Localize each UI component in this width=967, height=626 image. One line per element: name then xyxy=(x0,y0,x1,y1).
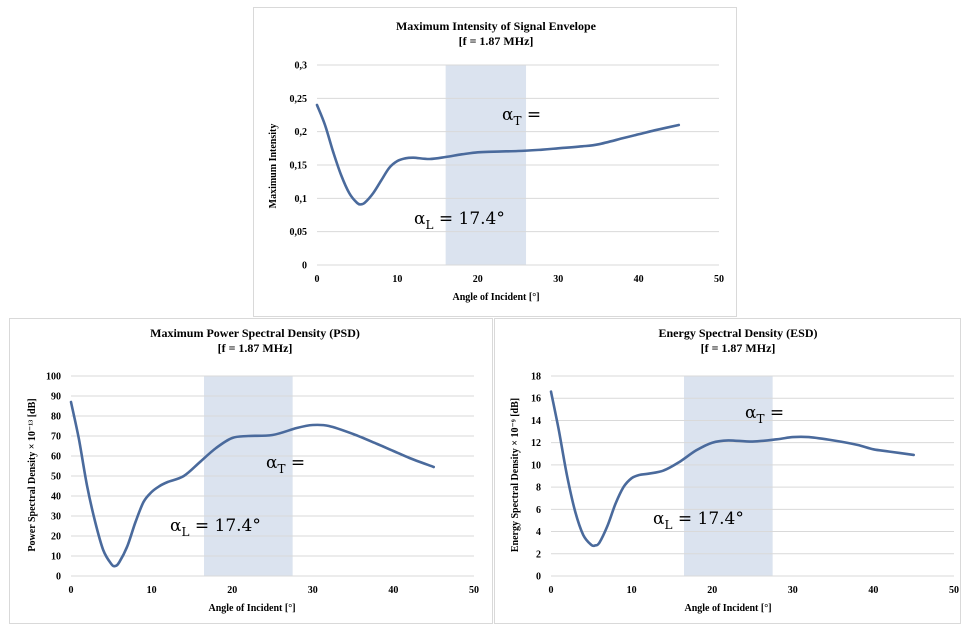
x-tick-label: 50 xyxy=(469,585,479,596)
y-tick-label: 0 xyxy=(56,572,61,583)
x-tick-label: 10 xyxy=(627,585,637,596)
y-tick-label: 6 xyxy=(536,505,541,516)
y-tick-label: 0,25 xyxy=(290,94,308,105)
psd-chart: Maximum Power Spectral Density (PSD) [f … xyxy=(27,326,479,614)
x-tick-label: 20 xyxy=(473,274,483,285)
y-tick-label: 90 xyxy=(51,392,61,403)
y-tick-label: 70 xyxy=(51,432,61,443)
y-tick-label: 10 xyxy=(531,460,541,471)
y-tick-label: 0 xyxy=(536,572,541,583)
psd-chart-panel: Maximum Power Spectral Density (PSD) [f … xyxy=(9,318,493,624)
y-tick-label: 80 xyxy=(51,412,61,423)
series-line xyxy=(549,390,915,548)
y-tick-label: 100 xyxy=(46,372,61,383)
y-tick-label: 0,1 xyxy=(295,194,308,205)
chart-title: Maximum Intensity of Signal Envelope xyxy=(396,19,597,33)
alpha-t-annotation: αT = xyxy=(502,105,541,128)
x-tick-label: 0 xyxy=(69,585,74,596)
x-tick-label: 20 xyxy=(227,585,237,596)
y-tick-label: 0,3 xyxy=(295,61,308,72)
y-tick-label: 20 xyxy=(51,532,61,543)
chart-title: Maximum Power Spectral Density (PSD) xyxy=(150,326,360,340)
x-axis-title: Angle of Incident [°] xyxy=(684,603,771,614)
chart-subtitle: [f = 1.87 MHz] xyxy=(701,341,776,355)
x-tick-label: 10 xyxy=(392,274,402,285)
esd-chart: Energy Spectral Density (ESD) [f = 1.87 … xyxy=(510,326,959,614)
y-axis-title: Power Spectral Density × 10⁻¹³ [dB] xyxy=(27,398,38,551)
x-tick-label: 0 xyxy=(549,585,554,596)
series-line xyxy=(315,103,681,206)
x-axis-title: Angle of Incident [°] xyxy=(452,292,539,303)
x-tick-label: 0 xyxy=(315,274,320,285)
x-tick-label: 20 xyxy=(707,585,717,596)
x-tick-label: 30 xyxy=(788,585,798,596)
x-axis-title: Angle of Incident [°] xyxy=(208,603,295,614)
intensity-chart-panel: Maximum Intensity of Signal Envelope [f … xyxy=(253,7,737,317)
alpha-l-annotation: αL = 17.4° xyxy=(170,516,261,539)
x-tick-label: 10 xyxy=(147,585,157,596)
y-tick-label: 0 xyxy=(302,261,307,272)
y-tick-label: 30 xyxy=(51,512,61,523)
y-tick-label: 8 xyxy=(536,483,541,494)
y-tick-label: 12 xyxy=(531,438,541,449)
y-axis-title: Energy Spectral Density × 10⁻⁹ [dB] xyxy=(510,398,521,552)
y-tick-label: 0,05 xyxy=(290,227,308,238)
series-line xyxy=(69,400,435,568)
esd-chart-panel: Energy Spectral Density (ESD) [f = 1.87 … xyxy=(494,318,961,624)
y-tick-label: 0,2 xyxy=(295,127,308,138)
x-tick-label: 30 xyxy=(308,585,318,596)
chart-subtitle: [f = 1.87 MHz] xyxy=(218,341,293,355)
y-tick-label: 14 xyxy=(531,416,541,427)
y-tick-label: 4 xyxy=(536,527,541,538)
y-tick-label: 16 xyxy=(531,394,541,405)
y-tick-label: 10 xyxy=(51,552,61,563)
intensity-chart: Maximum Intensity of Signal Envelope [f … xyxy=(268,19,724,303)
y-tick-label: 60 xyxy=(51,452,61,463)
y-tick-label: 18 xyxy=(531,372,541,383)
y-tick-label: 50 xyxy=(51,472,61,483)
alpha-l-annotation: αL = 17.4° xyxy=(653,509,744,532)
x-tick-label: 30 xyxy=(553,274,563,285)
y-axis-title: Maximum Intensity xyxy=(268,124,279,209)
x-tick-label: 40 xyxy=(634,274,644,285)
alpha-t-annotation: αT = xyxy=(266,453,305,476)
y-tick-label: 40 xyxy=(51,492,61,503)
x-tick-label: 50 xyxy=(714,274,724,285)
alpha-l-annotation: αL = 17.4° xyxy=(414,209,505,232)
alpha-t-annotation: αT = xyxy=(745,403,784,426)
y-tick-label: 0,15 xyxy=(290,161,308,172)
x-tick-label: 40 xyxy=(388,585,398,596)
y-tick-label: 2 xyxy=(536,549,541,560)
chart-title: Energy Spectral Density (ESD) xyxy=(659,326,818,340)
x-tick-label: 40 xyxy=(868,585,878,596)
chart-subtitle: [f = 1.87 MHz] xyxy=(459,34,534,48)
x-tick-label: 50 xyxy=(949,585,959,596)
shaded-band xyxy=(683,376,773,576)
